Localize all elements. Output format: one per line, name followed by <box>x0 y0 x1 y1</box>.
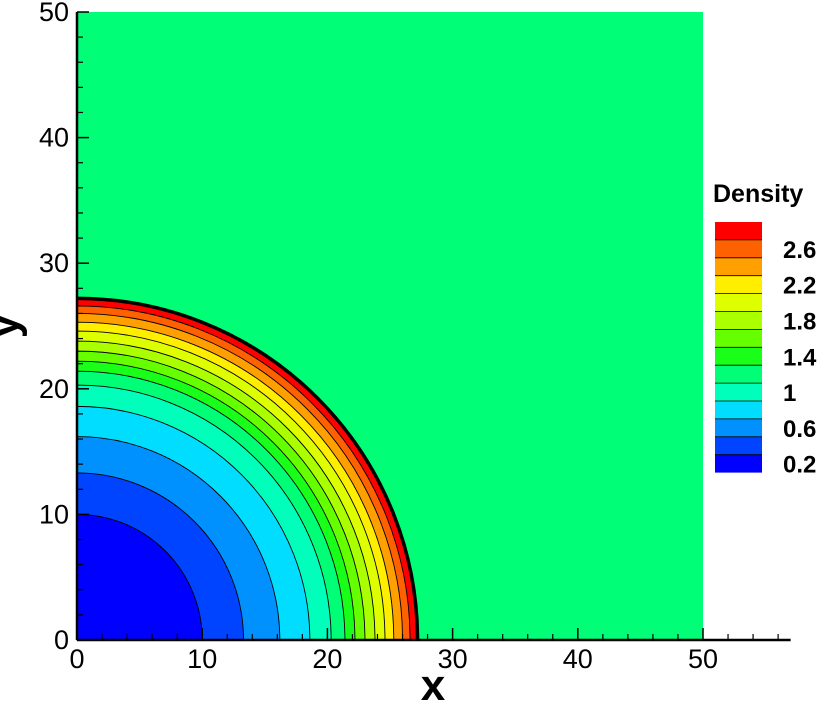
legend-label: 1.8 <box>783 308 816 335</box>
legend-swatch <box>715 257 762 276</box>
y-axis-title: y <box>0 313 28 338</box>
legend-swatch <box>715 401 762 419</box>
x-tick-label: 50 <box>688 644 718 674</box>
x-axis-title: x <box>421 661 446 702</box>
legend-swatch <box>715 454 762 473</box>
legend: 2.6 2.2 1.8 1.4 1 0.6 0.2 <box>715 222 817 479</box>
legend-label: 2.6 <box>783 237 816 264</box>
legend-swatch <box>715 347 762 366</box>
legend-swatch <box>715 436 762 455</box>
legend-swatch <box>715 293 762 312</box>
y-tick-label: 20 <box>39 374 69 404</box>
legend-swatch <box>715 239 762 258</box>
y-tick-label: 50 <box>39 0 69 27</box>
shock-front-line <box>76 296 420 641</box>
y-tick-label: 10 <box>39 499 69 529</box>
legend-swatch <box>715 383 762 401</box>
x-tick-label: 20 <box>312 644 342 674</box>
contour-rings <box>76 296 420 641</box>
legend-swatch <box>715 365 762 384</box>
legend-swatch <box>715 311 762 330</box>
y-tick-label: 30 <box>39 248 69 278</box>
legend-label: 0.2 <box>783 452 816 479</box>
legend-label: 2.2 <box>783 273 816 300</box>
legend-swatch <box>715 275 762 294</box>
axes: 0 10 20 30 40 50 0 10 20 30 40 50 <box>39 0 791 674</box>
y-tick-label: 0 <box>54 625 69 655</box>
x-tick-label: 10 <box>187 644 217 674</box>
x-tick-label: 30 <box>438 644 468 674</box>
x-tick-label: 40 <box>563 644 593 674</box>
legend-swatch <box>715 222 762 240</box>
legend-title: Density <box>713 180 803 208</box>
legend-label: 1 <box>783 380 796 407</box>
y-tick-label: 40 <box>39 123 69 153</box>
legend-label: 0.6 <box>783 416 816 443</box>
legend-swatch <box>715 418 762 437</box>
legend-swatch <box>715 329 762 348</box>
x-tick-label: 0 <box>69 644 84 674</box>
contour-band <box>76 513 203 641</box>
legend-label: 1.4 <box>783 344 817 371</box>
